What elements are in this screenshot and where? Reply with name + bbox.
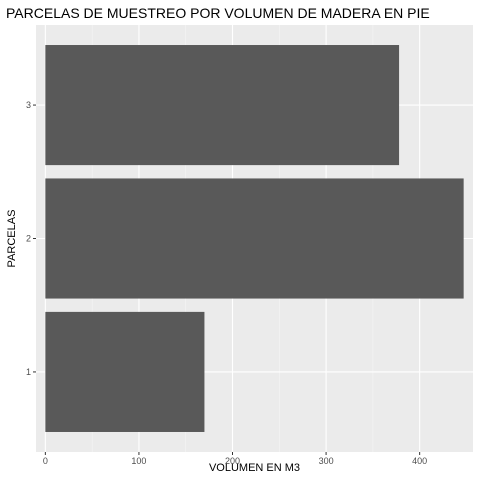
bar-parcela-2 <box>45 178 464 299</box>
bars <box>45 45 464 432</box>
bar-parcela-3 <box>45 45 400 166</box>
bar-parcela-1 <box>45 311 205 432</box>
y-tick-label: 1 <box>26 367 31 377</box>
axis-ticks: 0 100 200 300 400 1 2 3 <box>26 100 427 466</box>
y-tick-label: 2 <box>26 234 31 244</box>
y-tick-label: 3 <box>26 100 31 110</box>
y-axis-title: PARCELAS <box>6 210 18 268</box>
chart-title: PARCELAS DE MUESTREO POR VOLUMEN DE MADE… <box>6 5 430 21</box>
x-tick-label: 300 <box>319 456 334 466</box>
x-tick-label: 100 <box>131 456 146 466</box>
x-tick-label: 0 <box>43 456 48 466</box>
x-axis-title: VOLUMEN EN M3 <box>209 462 300 474</box>
x-tick-label: 400 <box>412 456 427 466</box>
x-tick-label: 200 <box>225 456 240 466</box>
